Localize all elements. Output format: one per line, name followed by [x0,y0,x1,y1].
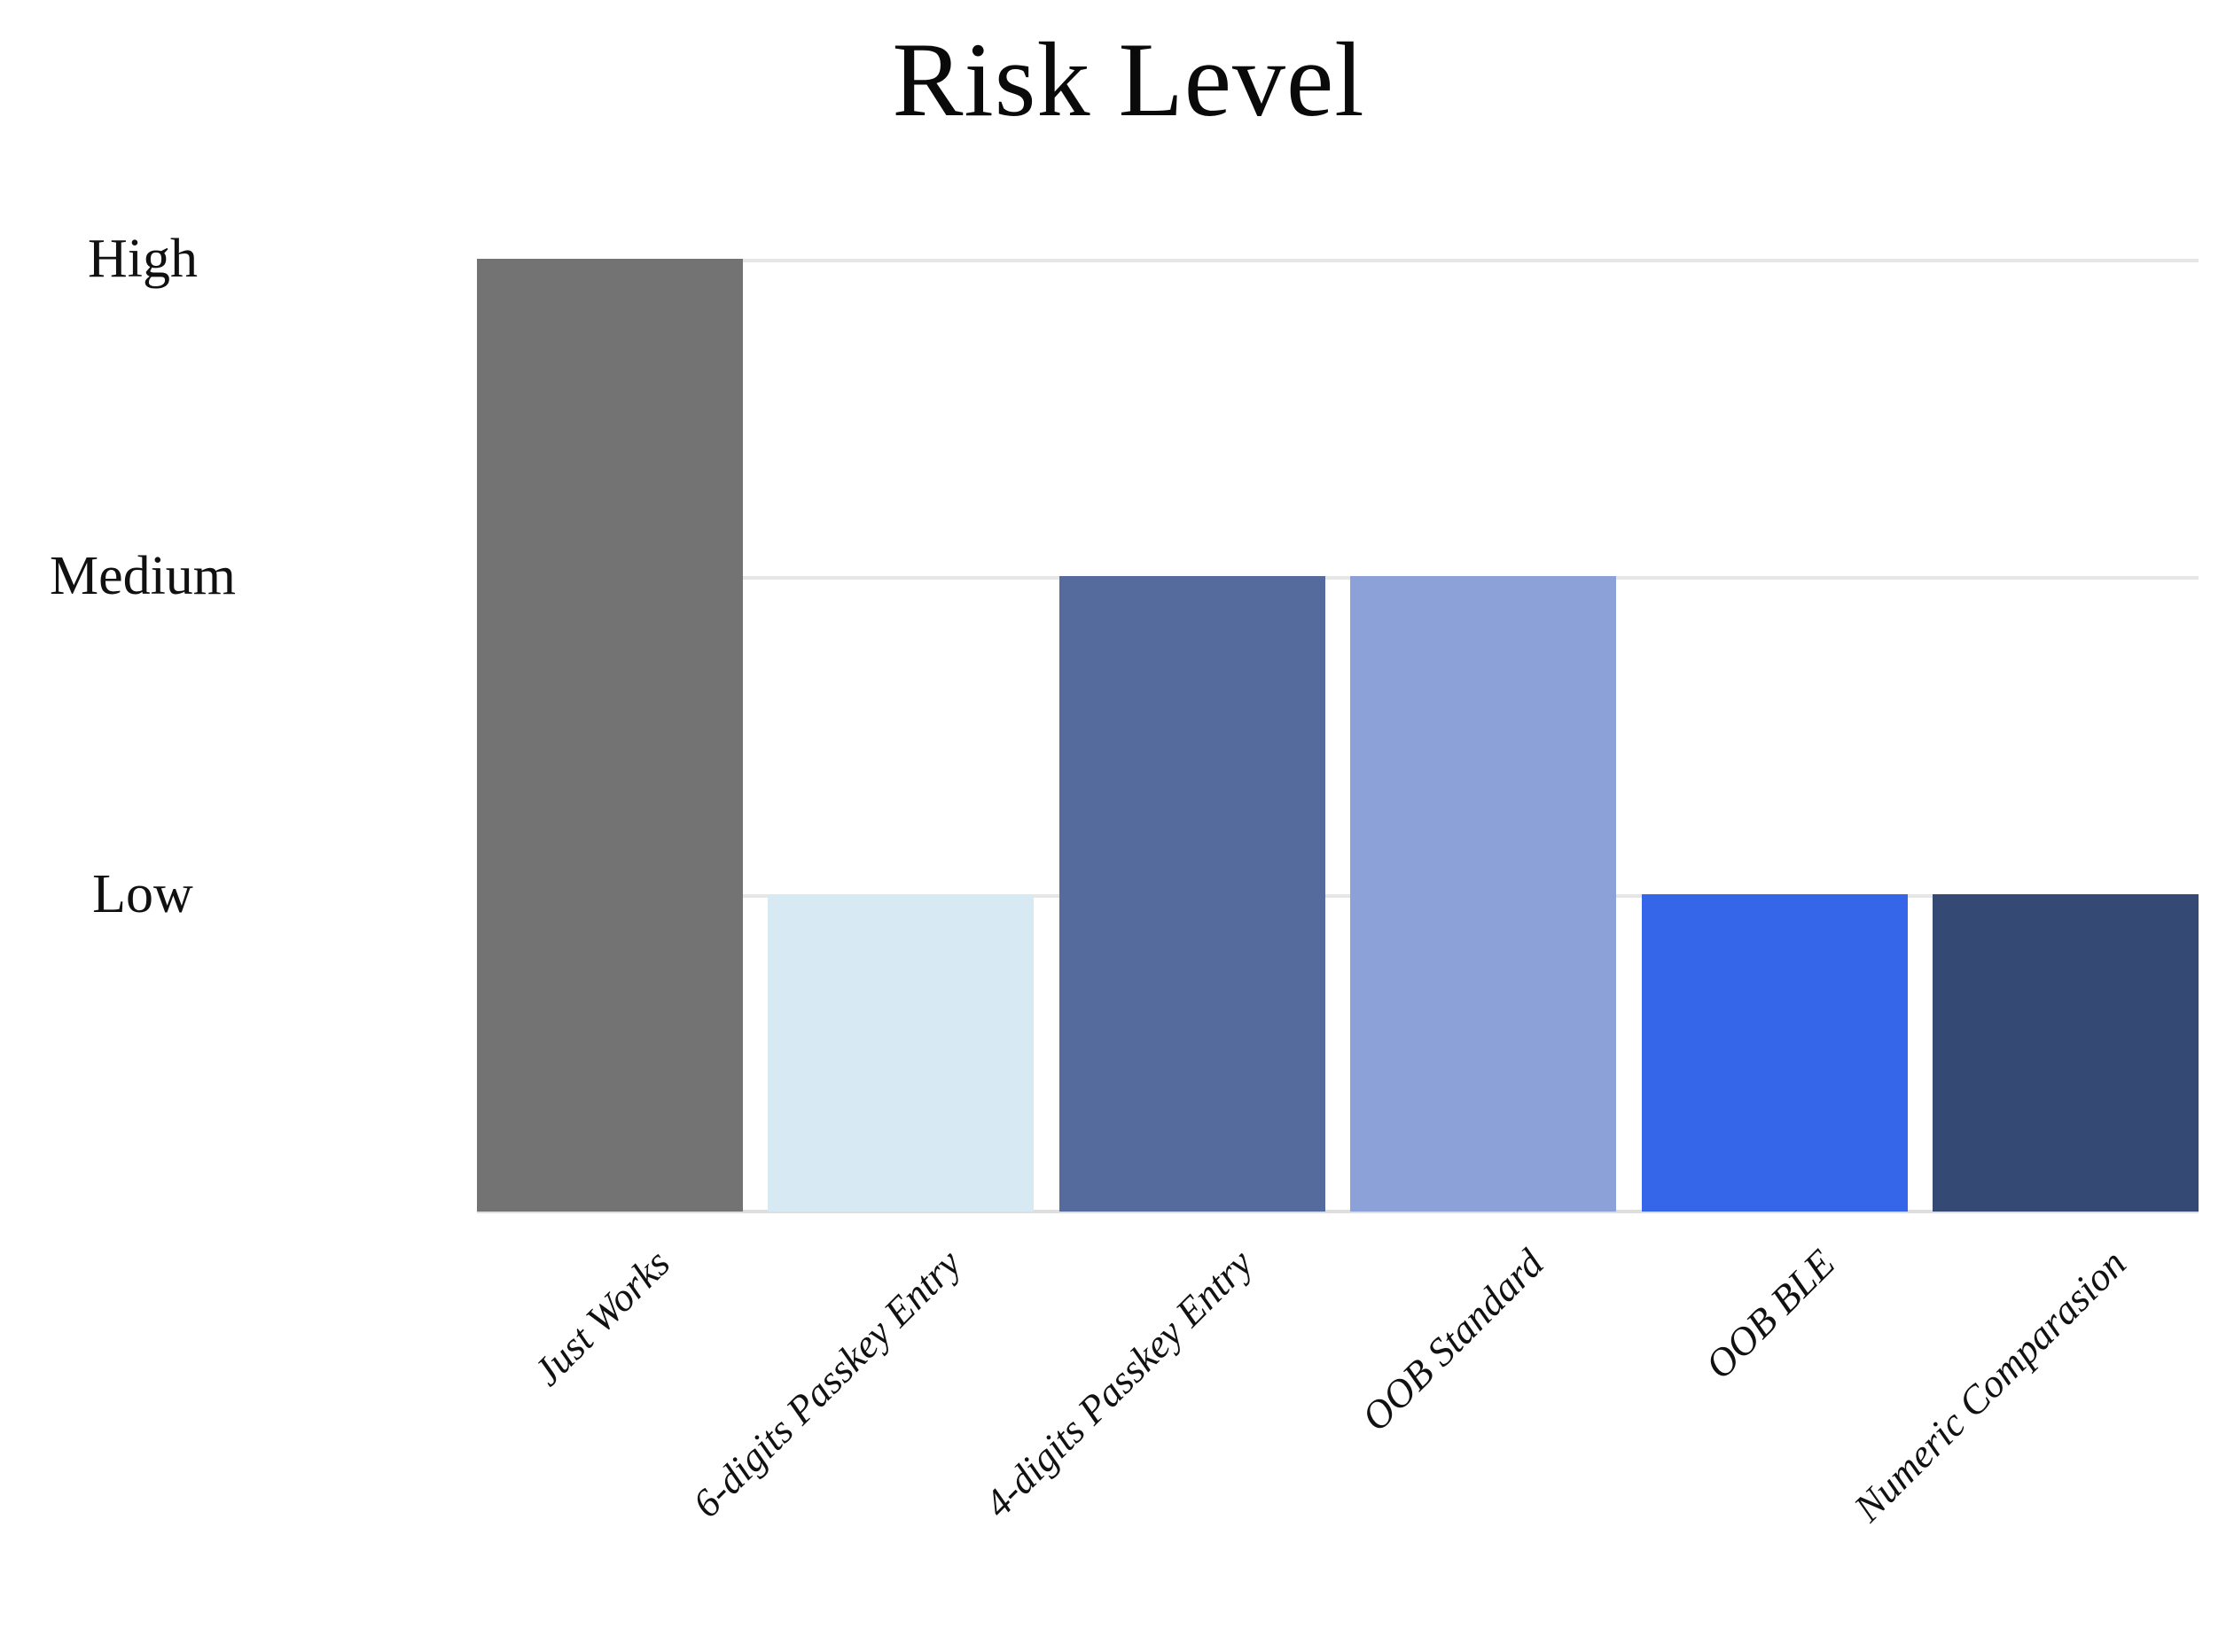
y-tick-label-medium: Medium [49,546,237,607]
x-tick-label-4-digits-passkey-entry: 4-digits Passkey Entry [975,1241,1262,1526]
y-tick-label-low: Low [92,863,193,924]
x-tick-label-just-works: Just Works [525,1241,679,1395]
chart-title: Risk Level [892,20,1365,138]
gridline-high [477,259,2199,262]
bar-4-digits-passkey-entry [1058,576,1325,1212]
bar-oob-standard [1350,576,1617,1212]
x-tick-label-numeric-comparasion: Numeric Comparasion [1845,1241,2135,1531]
gridline-medium [477,576,2199,581]
bar-numeric-comparasion [1933,893,2199,1212]
bar-6-digits-passkey-entry [768,893,1035,1212]
bar-just-works [477,259,743,1212]
x-tick-label-oob-standard: OOB Standard [1353,1241,1552,1440]
gridline-low [477,893,2199,898]
plot-area [477,259,2199,1213]
x-axis-line [477,1210,2199,1213]
y-tick-label-high: High [88,229,198,289]
x-tick-label-oob-ble: OOB BLE [1696,1241,1844,1388]
x-tick-label-6-digits-passkey-entry: 6-digits Passkey Entry [684,1241,970,1526]
bar-oob-ble [1641,893,1908,1212]
